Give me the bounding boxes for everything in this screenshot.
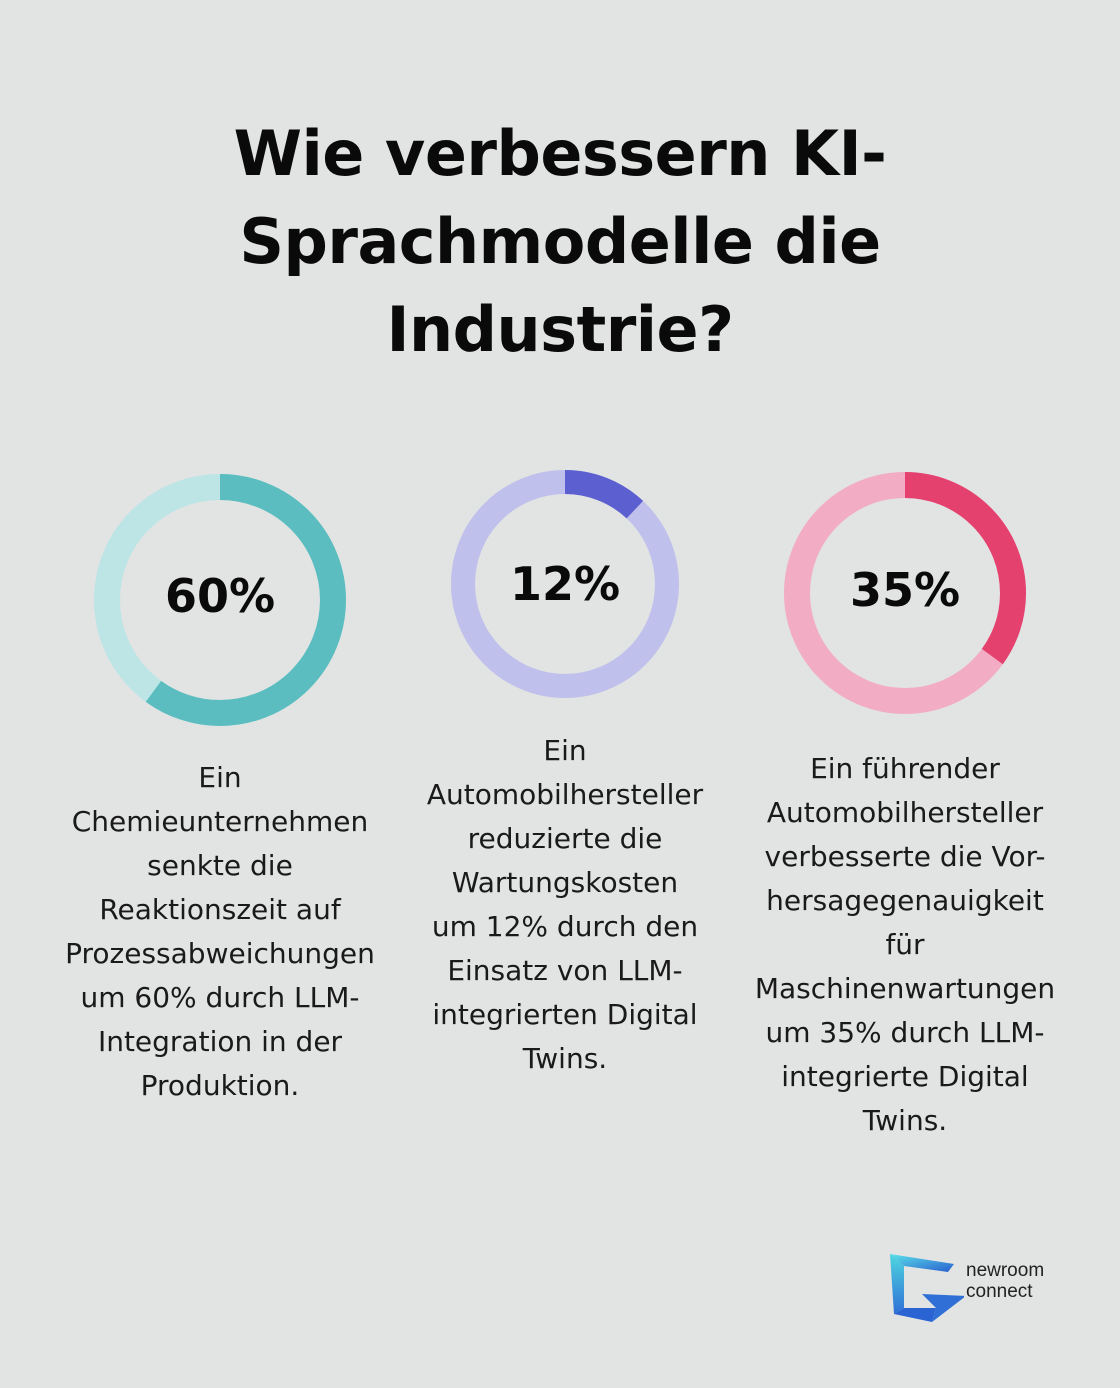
percent-label: 60% [164, 569, 276, 623]
page-title: Wie verbessern KI- Sprachmodelle die Ind… [160, 110, 960, 374]
desc-line: für [885, 928, 925, 961]
desc-line: Ein [198, 761, 242, 794]
newroom-connect-logo: newroom connect [886, 1250, 1066, 1330]
desc-line: um 60% durch LLM- [80, 981, 360, 1014]
desc-line: Ein [543, 734, 587, 767]
desc-line: Wartungskosten [451, 866, 679, 899]
desc-line: um 12% durch den [431, 910, 699, 943]
desc-line: integrierte Digital [781, 1060, 1029, 1093]
desc-line: Produktion. [140, 1069, 300, 1102]
desc-line: Einsatz von LLM- [447, 954, 683, 987]
desc-line: hersagegenauigkeit [766, 884, 1044, 917]
percent-label: 35% [849, 563, 961, 617]
desc-line: Chemieunternehmen [71, 805, 369, 838]
desc-line: senkte die [147, 849, 293, 882]
desc-line: Integration in der [97, 1025, 343, 1058]
desc-line: Automobilhersteller [766, 796, 1044, 829]
desc-line: Automobilhersteller [426, 778, 704, 811]
donut-fill [784, 472, 1026, 714]
desc-line: Twins. [862, 1104, 948, 1137]
title-line: Industrie? [386, 293, 734, 366]
logo-text-line: newroom [966, 1260, 1045, 1281]
logo-text-line: connect [966, 1281, 1033, 1302]
desc-line: Ein führender [810, 752, 1000, 785]
desc-line: Prozessabweichungen [65, 937, 375, 970]
desc-line: reduzierte die [467, 822, 663, 855]
percent-label: 12% [509, 557, 621, 611]
title-line: Sprachmodelle die [239, 205, 881, 278]
desc-line: Twins. [522, 1042, 608, 1075]
desc-line: Reaktionszeit auf [99, 893, 341, 926]
desc-line: Maschinenwartungen [754, 972, 1056, 1005]
donut-chart [94, 474, 346, 726]
donut-chart [451, 470, 679, 698]
logo-mark-icon [890, 1254, 964, 1322]
donut-chart [784, 472, 1026, 714]
logo-text: newroom connect [966, 1260, 1044, 1302]
desc-line: integrierten Digital [432, 998, 698, 1031]
title-line: Wie verbessern KI- [233, 117, 887, 190]
donut-fill [451, 470, 679, 698]
donut-fill [94, 474, 346, 726]
desc-line: verbesserte die Vor- [764, 840, 1046, 873]
stat-description: Ein Automobilhersteller reduzierte die W… [395, 729, 735, 1081]
stat-description: Ein Chemieunternehmen senkte die Reaktio… [50, 756, 390, 1108]
stat-description: Ein führender Automobilhersteller verbes… [735, 747, 1075, 1143]
desc-line: um 35% durch LLM- [765, 1016, 1045, 1049]
